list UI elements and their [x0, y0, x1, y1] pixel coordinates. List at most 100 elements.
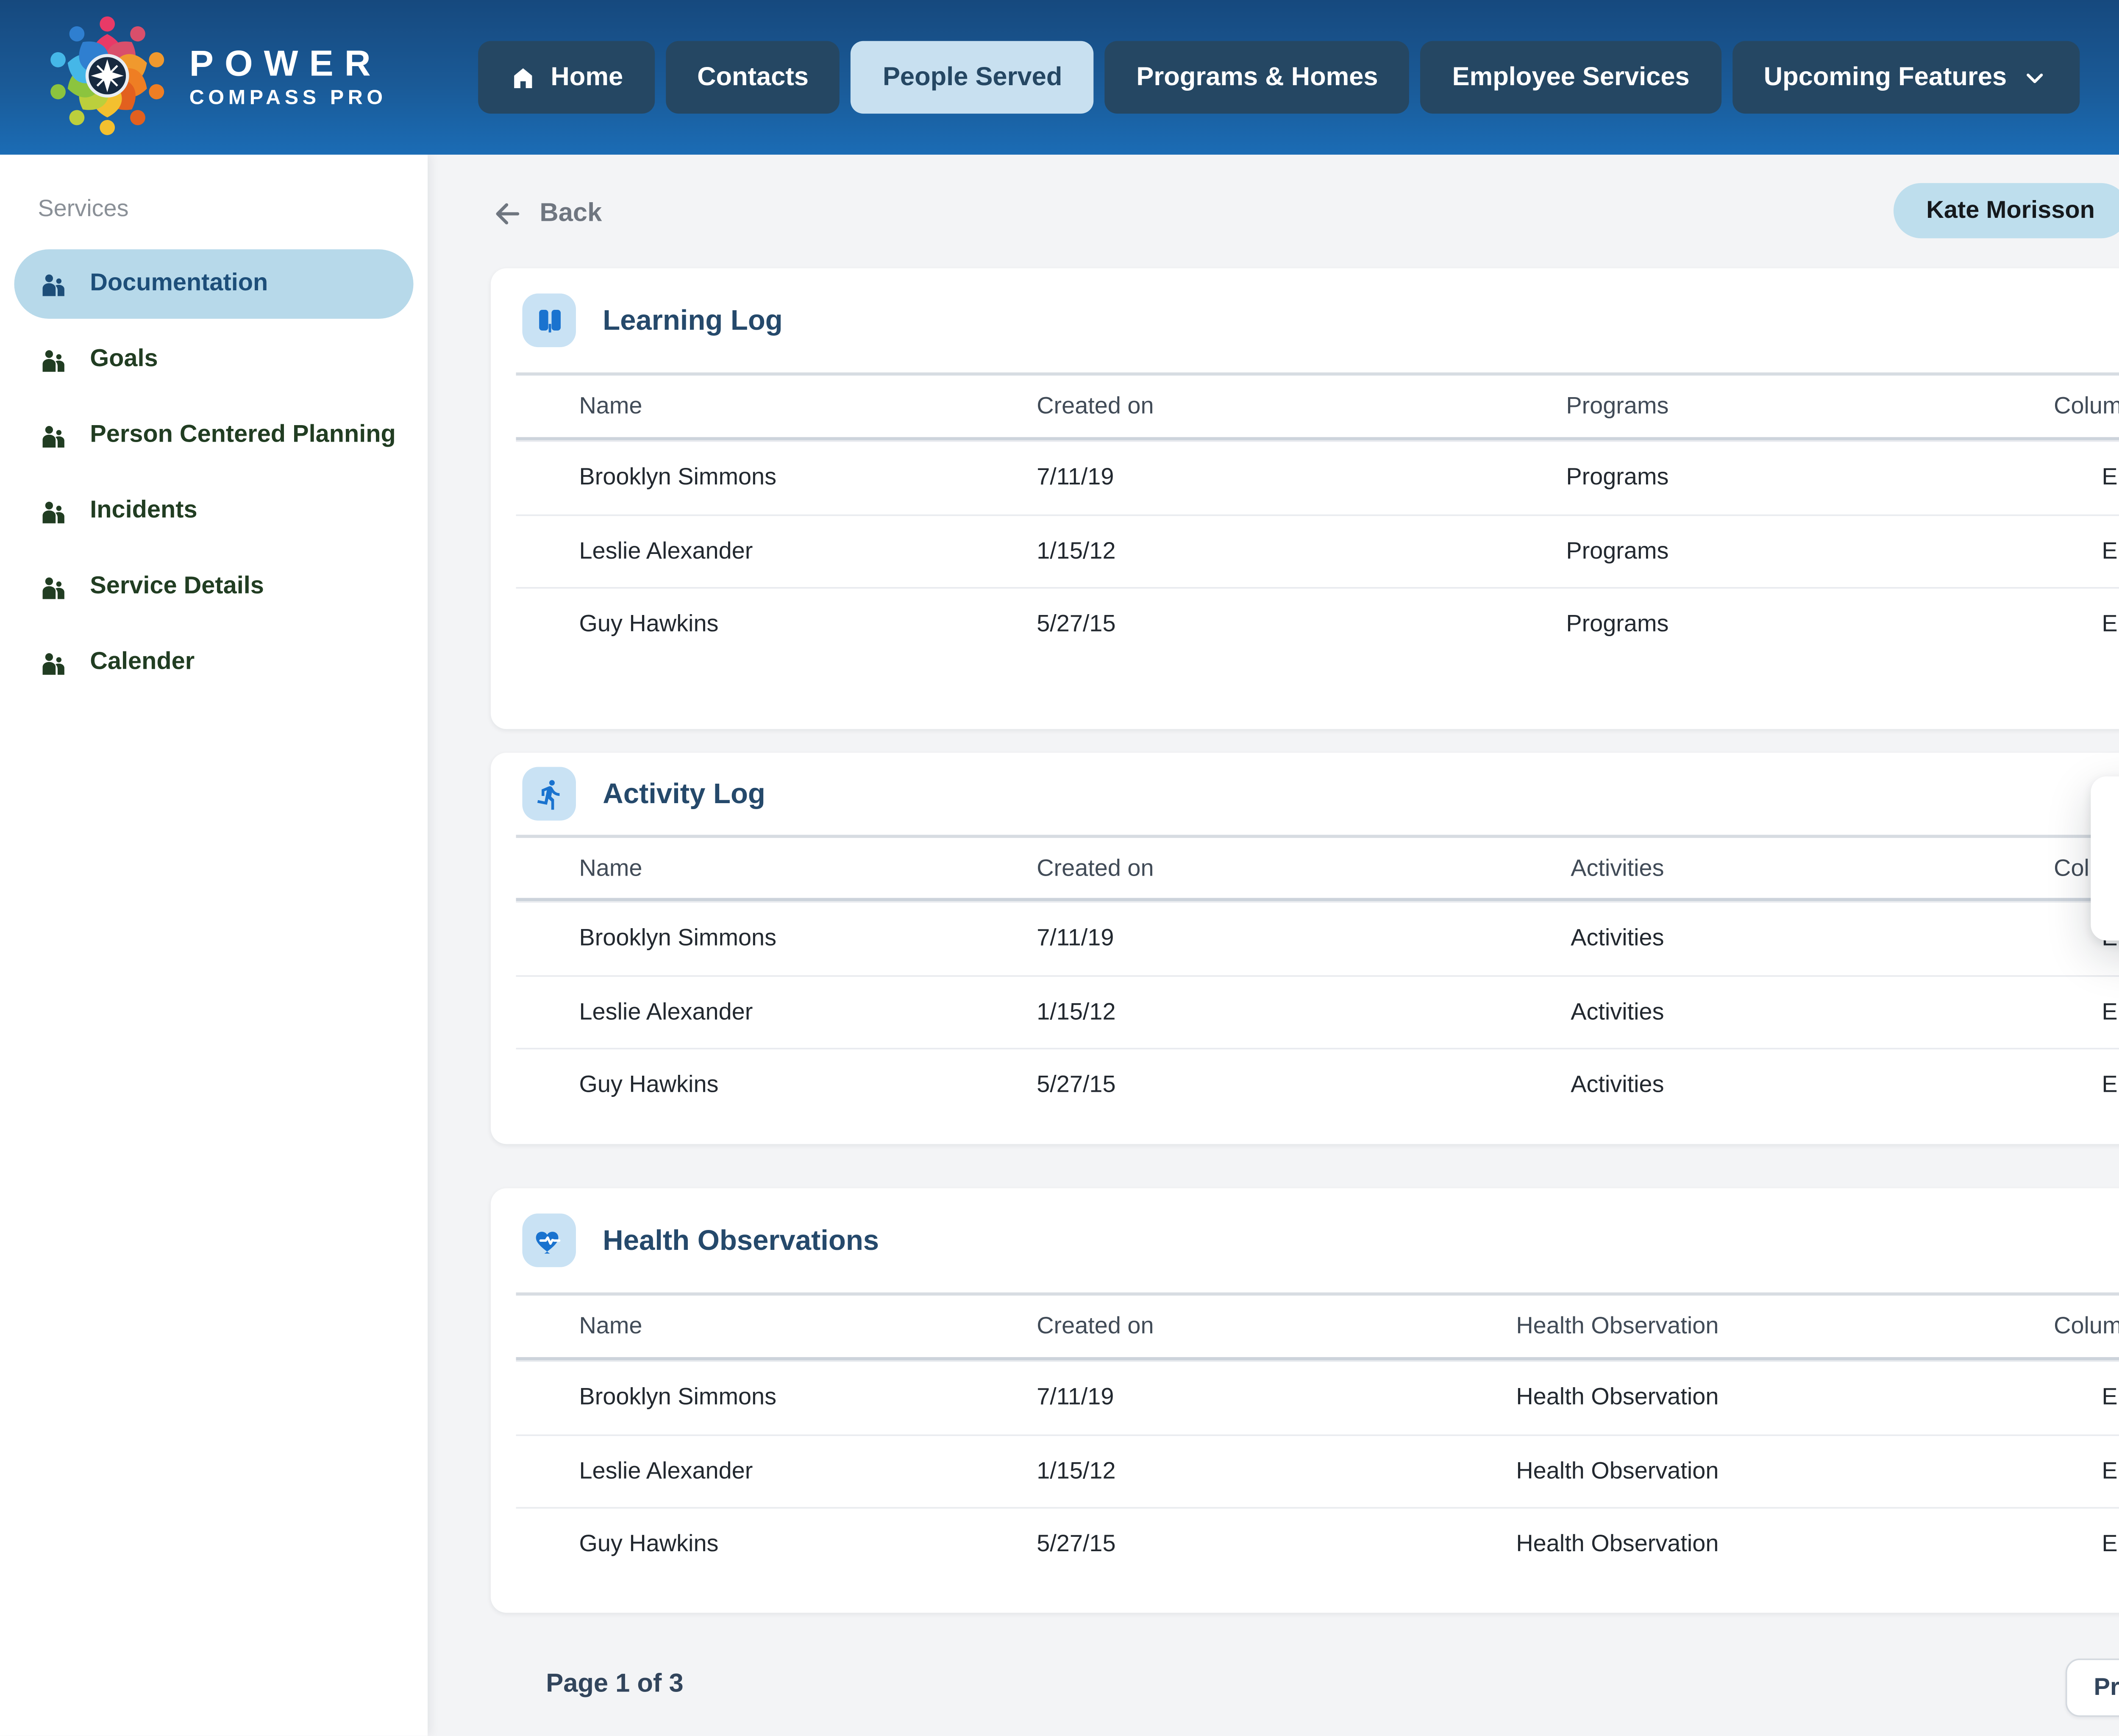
table-cell: Leslie Alexander [579, 537, 753, 565]
people-icon [42, 425, 64, 447]
table-cell: Guy Hawkins [579, 611, 719, 638]
table-cell: Entry [2102, 611, 2119, 638]
sidebar-item-label: Calender [90, 648, 195, 676]
nav-item-people-served[interactable]: People Served [851, 41, 1094, 114]
column-header: Activities [1571, 854, 1664, 882]
table-cell: 7/11/19 [1037, 1384, 1114, 1411]
table-cell: Activities [1571, 1072, 1664, 1099]
context-pills: Kate Morisson Jingle Pot Home [1893, 183, 2119, 239]
sidebar-item-incidents[interactable]: Incidents [14, 476, 414, 546]
home-icon [514, 67, 532, 88]
card-header: Health Observations [491, 1188, 2119, 1293]
table-cell: Health Observation [1516, 1458, 1719, 1485]
card-header: Learning Log [491, 268, 2119, 373]
table-row[interactable]: Brooklyn Simmons 7/11/19 Programs Entry [516, 440, 2119, 514]
nav-item-employee-services[interactable]: Employee Services [1421, 41, 1721, 114]
column-header: Health Observation [1516, 1313, 1719, 1340]
menu-item-edit[interactable]: Edit [2091, 835, 2119, 882]
brand: POWER COMPASS PRO [44, 13, 387, 139]
table-cell: 1/15/12 [1037, 998, 1116, 1026]
nav-item-upcoming-features[interactable]: Upcoming Features [1732, 41, 2080, 114]
table-cell: Health Observation [1516, 1384, 1719, 1411]
column-header: Created on [1037, 854, 1154, 882]
table-row[interactable]: Guy Hawkins 5/27/15 Health Observation Entr… [516, 1507, 2119, 1580]
sidebar: Services Documentation Goals Person Center… [0, 154, 428, 1736]
card-icon-tile [522, 1213, 576, 1267]
table-cell: Programs [1566, 537, 1669, 565]
brand-subname: COMPASS PRO [189, 85, 387, 108]
person-pill[interactable]: Kate Morisson [1893, 183, 2119, 239]
sidebar-item-goals[interactable]: Goals [14, 325, 414, 395]
table-row[interactable]: Leslie Alexander 1/15/12 Activities Entry [516, 974, 2119, 1048]
card-icon-tile [522, 293, 576, 348]
table-row[interactable]: Leslie Alexander 1/15/12 Health Observatio… [516, 1433, 2119, 1507]
card-title: Learning Log [603, 303, 783, 336]
sidebar-item-label: Person Centered Planning [90, 421, 396, 448]
card-title: Health Observations [603, 1224, 879, 1255]
card-title: Activity Log [603, 777, 765, 809]
sidebar-item-person-centered-planning[interactable]: Person Centered Planning [14, 401, 414, 470]
table-cell: Health Observation [1516, 1531, 1719, 1558]
nav-item-label: Programs & Homes [1136, 62, 1378, 91]
column-header: Programs [1566, 393, 1669, 420]
menu-item-open-doc[interactable]: Open Doc [2091, 787, 2119, 835]
menu-item-delete[interactable]: Delete [2091, 882, 2119, 929]
table-row[interactable]: Guy Hawkins 5/27/15 Activities Entry [516, 1048, 2119, 1121]
table-cell: 5/27/15 [1037, 1531, 1116, 1558]
previous-button[interactable]: Previous [2065, 1658, 2119, 1717]
sidebar-item-label: Goals [90, 345, 158, 373]
card-health-observations: Health Observations Name Created on Health … [490, 1188, 2119, 1613]
column-header: Created on [1037, 1313, 1154, 1340]
table-cell: 1/15/12 [1037, 1458, 1116, 1485]
table-cell: Entry [2102, 1384, 2119, 1411]
table-cell: 1/15/12 [1037, 537, 1116, 565]
column-header: Created on [1037, 393, 1154, 420]
nav-item-label: Upcoming Features [1763, 62, 2007, 91]
heart-pulse-icon [535, 1231, 560, 1253]
table-cell: Leslie Alexander [579, 1458, 753, 1485]
column-header: Column Name [2054, 854, 2119, 882]
column-header: Name [579, 1313, 642, 1340]
nav-item-programs-homes[interactable]: Programs & Homes [1104, 41, 1410, 114]
card-learning-log: Learning Log Name Created on Programs Column… [490, 268, 2119, 729]
sidebar-item-documentation[interactable]: Documentation [14, 249, 414, 319]
runner-icon [537, 779, 559, 809]
nav-item-contacts[interactable]: Contacts [665, 41, 840, 114]
back-button[interactable]: Back [491, 189, 602, 237]
card-activity-log: Activity Log Name Created on Activities Colu… [490, 753, 2119, 1144]
nav-item-home[interactable]: Home [478, 41, 655, 114]
card-icon-tile [522, 767, 576, 821]
table-cell: Entry [2102, 1531, 2119, 1558]
sidebar-item-service-details[interactable]: Service Details [14, 552, 414, 622]
table-cell: Entry [1878, 925, 2119, 952]
sidebar-item-calender[interactable]: Calender [14, 628, 414, 698]
table-cell: Guy Hawkins [579, 1072, 719, 1099]
column-header: Column Name [2054, 393, 2119, 420]
table-cell: Entry [2102, 1072, 2119, 1099]
card-header-divider [516, 1292, 2119, 1296]
table-header-row: Name Created on Activities Column Name [516, 838, 2119, 901]
table-row[interactable]: Brooklyn Simmons 7/11/19 Activities Entry [516, 901, 2119, 974]
nav-item-label: Contacts [697, 62, 809, 91]
card-header-divider [516, 372, 2119, 376]
page-indicator: Page 1 of 3 [546, 1669, 684, 1698]
book-icon [538, 309, 560, 332]
table-cell: Brooklyn Simmons [579, 925, 777, 952]
table-row[interactable]: Guy Hawkins 5/27/15 Programs Entry [516, 587, 2119, 660]
nav-item-label: People Served [882, 62, 1062, 91]
back-label: Back [539, 198, 602, 227]
brand-name: POWER [189, 42, 382, 83]
sidebar-section-label: Services [38, 195, 129, 223]
table-cell: Entry [2102, 1458, 2119, 1485]
table-cell: 5/27/15 [1037, 611, 1116, 638]
top-nav: Home Contacts People Served Programs & Home… [478, 41, 2080, 114]
sidebar-item-label: Documentation [90, 270, 268, 297]
table-cell: Programs [1566, 611, 1669, 638]
sidebar-list: Documentation Goals Person Centered Planni… [0, 249, 428, 697]
table-row[interactable]: Brooklyn Simmons 7/11/19 Health Observatio… [516, 1360, 2119, 1433]
table-cell: Activities [1571, 925, 1664, 952]
table-header-row: Name Created on Programs Column Name [516, 376, 2119, 440]
table-row[interactable]: Leslie Alexander 1/15/12 Programs Entry [516, 513, 2119, 587]
sidebar-item-label: Incidents [90, 497, 197, 524]
